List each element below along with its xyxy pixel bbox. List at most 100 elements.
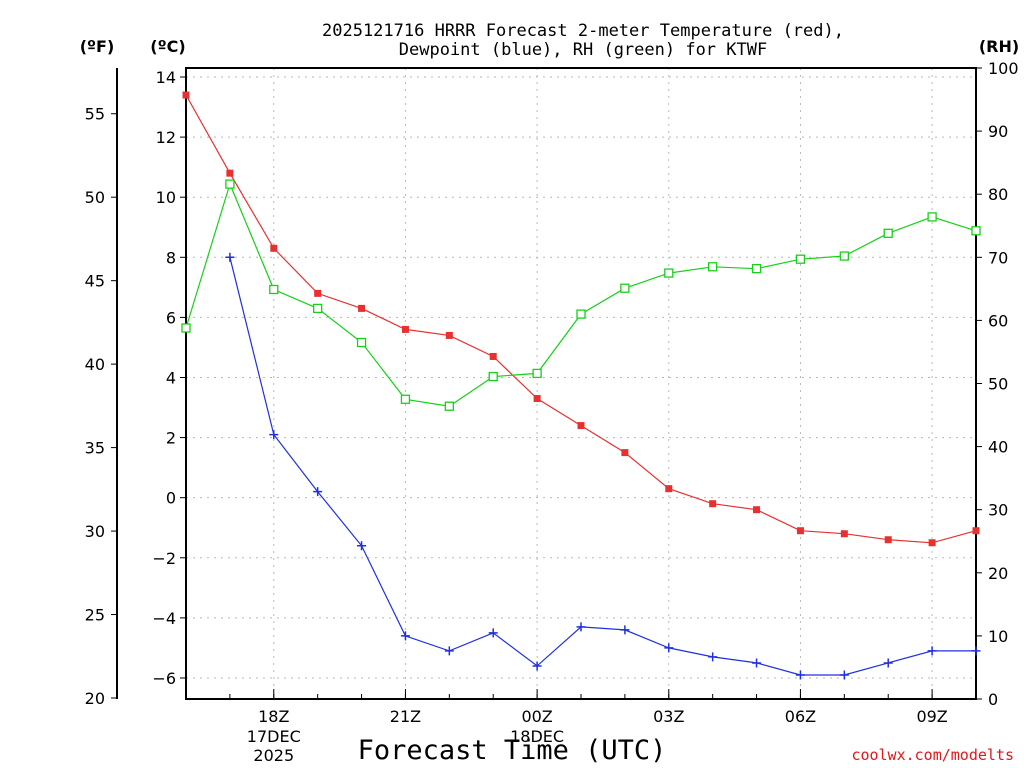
rh-tick-label: 30 (988, 501, 1008, 520)
rh-point (181, 323, 191, 333)
dewpoint-point (664, 643, 674, 653)
celsius-tick-label: 14 (156, 68, 176, 87)
dewpoint-point (795, 670, 805, 680)
temperature-point (796, 527, 804, 535)
x-tick-label: 09Z (916, 707, 947, 726)
dewpoint-point (444, 646, 454, 656)
dewpoint-point (620, 625, 630, 635)
rh-point (488, 371, 498, 382)
temperature-point (489, 352, 497, 360)
temperature-point (884, 536, 892, 544)
rh-tick-label: 10 (988, 627, 1008, 646)
fahrenheit-tick-label: 30 (85, 522, 105, 541)
rh-tick-label: 40 (988, 438, 1008, 457)
celsius-tick-label: 4 (166, 368, 176, 387)
dewpoint-point (488, 628, 498, 638)
temperature-point (270, 244, 278, 252)
celsius-tick-label: 12 (156, 128, 176, 147)
rh-point (708, 262, 718, 272)
celsius-tick-label: 0 (166, 489, 176, 508)
temperature-point (621, 449, 629, 457)
dewpoint-line (229, 257, 976, 676)
celsius-tick-label: 2 (166, 429, 176, 448)
rh-tick-label: 90 (988, 122, 1008, 141)
x-tick-label: 06Z (785, 707, 816, 726)
rh-point (313, 303, 323, 314)
temperature-point (182, 91, 190, 99)
dewpoint-point (576, 622, 586, 632)
fahrenheit-tick-label: 55 (85, 105, 105, 124)
fahrenheit-tick-label: 45 (85, 272, 105, 291)
date-label: 17DEC (247, 727, 301, 746)
celsius-tick-label: −6 (152, 669, 176, 688)
x-tick-label: 18Z (258, 707, 289, 726)
rh-tick-label: 20 (988, 564, 1008, 583)
celsius-tick-label: −2 (152, 549, 176, 568)
temperature-point (665, 485, 673, 493)
celsius-tick-label: 10 (156, 188, 176, 207)
temperature-point (358, 304, 366, 312)
dewpoint-point (883, 658, 893, 668)
temperature-point (533, 395, 541, 403)
temperature-point (840, 530, 848, 538)
temperature-point (445, 331, 453, 339)
temperature-point (314, 289, 322, 297)
celsius-tick-label: 8 (166, 248, 176, 267)
temperature-point (577, 422, 585, 430)
temperature-point (753, 506, 761, 514)
axes (111, 67, 982, 700)
rh-point (927, 212, 937, 222)
x-tick-label: 03Z (653, 707, 684, 726)
rh-tick-label: 60 (988, 311, 1008, 330)
rh-unit-label: (RH) (979, 37, 1019, 56)
temperature-point (928, 539, 936, 547)
rh-point (971, 226, 981, 236)
chart-title-line-2: Dewpoint (blue), RH (green) for KTWF (399, 40, 767, 60)
x-tick-label: 00Z (521, 707, 552, 726)
x-axis-label: Forecast Time (UTC) (358, 735, 667, 766)
rh-point (664, 268, 674, 278)
fahrenheit-tick-label: 50 (85, 188, 105, 207)
rh-line (185, 182, 977, 407)
fahrenheit-tick-label: 35 (85, 439, 105, 458)
date-label: 2025 (253, 746, 294, 765)
rh-point (795, 254, 806, 264)
x-tick-label: 21Z (390, 707, 421, 726)
rh-point (839, 251, 849, 261)
rh-point (400, 394, 411, 404)
celsius-tick-label: 6 (166, 308, 176, 327)
fahrenheit-tick-label: 20 (85, 689, 105, 708)
data-series (181, 91, 981, 680)
chart-title-line-1: 2025121716 HRRR Forecast 2-meter Tempera… (322, 21, 844, 41)
rh-point (883, 228, 893, 238)
dewpoint-point (971, 646, 981, 656)
credit-text: coolwx.com/modelts (851, 746, 1014, 764)
dewpoint-point (313, 487, 323, 497)
dewpoint-point (927, 646, 937, 656)
dewpoint-point (839, 670, 849, 680)
rh-tick-label: 100 (988, 59, 1019, 78)
dewpoint-point (532, 661, 542, 671)
fahrenheit-tick-label: 25 (85, 606, 105, 625)
dewpoint-point (708, 652, 718, 662)
dewpoint-point (400, 631, 410, 641)
celsius-tick-label: −4 (152, 609, 176, 628)
rh-point (356, 337, 367, 348)
celsius-unit-label: (ºC) (150, 37, 185, 56)
rh-tick-label: 80 (988, 185, 1008, 204)
rh-tick-label: 50 (988, 375, 1008, 394)
grid-lines (186, 68, 976, 699)
rh-point (751, 264, 762, 274)
rh-point (576, 309, 586, 319)
dewpoint-point (269, 430, 279, 440)
rh-tick-label: 70 (988, 248, 1008, 267)
rh-point (620, 283, 630, 293)
temperature-line (185, 94, 977, 544)
temperature-point (972, 527, 980, 535)
rh-point (269, 284, 279, 295)
temperature-point (226, 169, 234, 177)
rh-point (532, 368, 542, 379)
fahrenheit-tick-label: 40 (85, 355, 105, 374)
dewpoint-point (225, 252, 235, 262)
